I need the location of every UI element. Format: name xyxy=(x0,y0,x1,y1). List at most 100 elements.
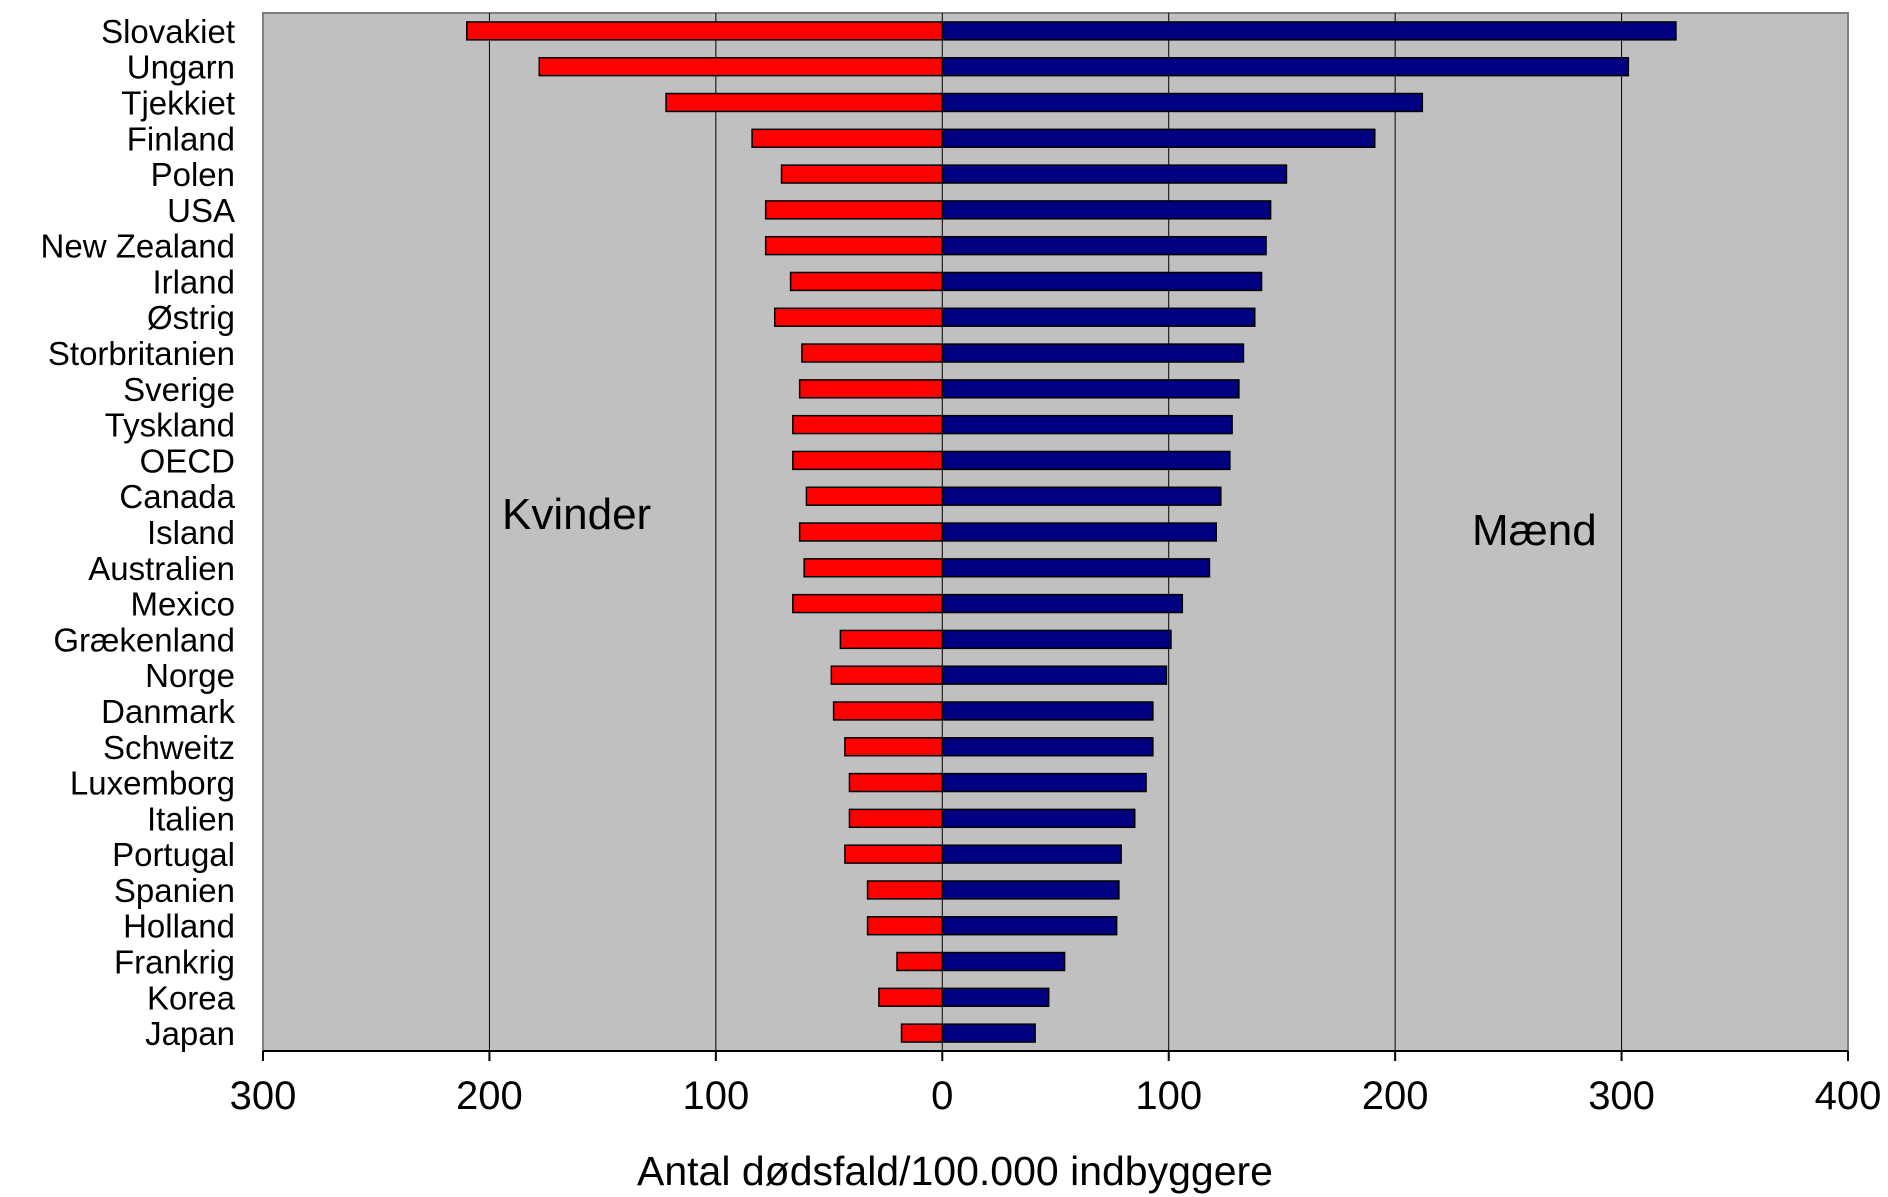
bar-maend-17 xyxy=(941,629,1172,650)
bar-kvinder-21 xyxy=(848,772,944,793)
bar-kvinder-1 xyxy=(538,56,944,77)
bar-maend-4 xyxy=(941,164,1288,184)
category-label-19: Danmark xyxy=(101,693,235,730)
bar-kvinder-2 xyxy=(665,92,944,113)
gridlines xyxy=(488,13,1623,1051)
x-tick-label-7: 400 xyxy=(1815,1074,1882,1118)
category-label-26: Frankrig xyxy=(114,944,235,981)
bar-maend-11 xyxy=(941,414,1233,435)
category-label-4: Polen xyxy=(151,156,235,193)
bars xyxy=(466,21,1677,1043)
x-axis-title: Antal dødsfald/100.000 indbyggere xyxy=(637,1148,1273,1194)
bar-maend-9 xyxy=(941,343,1245,363)
annotation-kvinder: Kvinder xyxy=(502,490,651,539)
bar-maend-2 xyxy=(941,92,1424,113)
bar-kvinder-14 xyxy=(798,522,944,542)
bar-kvinder-18 xyxy=(830,665,944,685)
bar-maend-22 xyxy=(941,808,1136,829)
bar-maend-18 xyxy=(941,665,1168,685)
category-label-18: Norge xyxy=(145,657,235,694)
category-label-22: Italien xyxy=(147,800,235,837)
category-label-16: Mexico xyxy=(130,586,235,623)
category-label-17: Grækenland xyxy=(53,621,235,658)
bar-kvinder-5 xyxy=(764,200,944,220)
bar-kvinder-23 xyxy=(844,844,944,864)
bar-kvinder-28 xyxy=(900,1023,944,1043)
category-label-24: Spanien xyxy=(114,872,235,909)
bar-kvinder-26 xyxy=(896,951,944,972)
x-tick-label-1: 200 xyxy=(456,1074,523,1118)
category-label-3: Finland xyxy=(127,120,235,157)
bar-maend-3 xyxy=(941,128,1376,148)
bar-maend-6 xyxy=(941,235,1267,256)
bar-kvinder-24 xyxy=(866,880,944,900)
bar-maend-20 xyxy=(941,737,1154,757)
category-labels: SlovakietUngarnTjekkietFinlandPolenUSANe… xyxy=(41,13,236,1052)
bar-kvinder-17 xyxy=(839,629,944,650)
x-tick-label-2: 100 xyxy=(682,1074,749,1118)
bar-kvinder-22 xyxy=(848,808,944,829)
x-tick-label-5: 200 xyxy=(1362,1074,1429,1118)
bar-maend-1 xyxy=(941,56,1630,77)
bar-maend-26 xyxy=(941,951,1066,972)
x-tick-label-4: 100 xyxy=(1135,1074,1202,1118)
bar-kvinder-20 xyxy=(844,737,944,757)
bar-maend-8 xyxy=(941,307,1256,327)
bar-kvinder-0 xyxy=(466,21,944,41)
bar-kvinder-15 xyxy=(803,558,944,578)
category-label-15: Australien xyxy=(88,550,235,587)
bar-kvinder-11 xyxy=(792,414,944,435)
category-label-12: OECD xyxy=(140,442,235,479)
category-label-23: Portugal xyxy=(112,836,235,873)
bar-maend-19 xyxy=(941,701,1154,721)
category-label-1: Ungarn xyxy=(127,49,235,86)
bar-maend-23 xyxy=(941,844,1122,864)
category-label-0: Slovakiet xyxy=(101,13,235,50)
category-label-20: Schweitz xyxy=(103,729,235,766)
bar-maend-10 xyxy=(941,379,1240,399)
bar-kvinder-12 xyxy=(792,450,944,471)
category-label-14: Island xyxy=(147,514,235,551)
x-tick-label-6: 300 xyxy=(1588,1074,1655,1118)
bar-kvinder-8 xyxy=(773,307,944,327)
bar-kvinder-9 xyxy=(801,343,944,363)
x-tick-label-3: 0 xyxy=(931,1074,953,1118)
category-label-6: New Zealand xyxy=(41,228,235,265)
bar-kvinder-25 xyxy=(866,916,944,936)
category-label-9: Storbritanien xyxy=(48,335,235,372)
bar-maend-28 xyxy=(941,1023,1036,1043)
bar-kvinder-6 xyxy=(764,235,944,256)
category-label-2: Tjekkiet xyxy=(121,84,235,121)
category-label-28: Japan xyxy=(145,1015,235,1052)
bar-kvinder-13 xyxy=(805,486,944,506)
bar-kvinder-19 xyxy=(832,701,944,721)
category-label-13: Canada xyxy=(119,478,235,515)
x-ticks: 300 200 100 0 100 200 300 400 xyxy=(230,1051,1882,1118)
bar-kvinder-10 xyxy=(798,379,944,399)
bar-maend-16 xyxy=(941,593,1184,614)
bar-maend-14 xyxy=(941,522,1218,542)
bar-maend-15 xyxy=(941,558,1211,578)
bar-kvinder-27 xyxy=(878,987,944,1008)
category-label-7: Irland xyxy=(152,263,235,300)
bar-maend-5 xyxy=(941,200,1272,220)
category-label-10: Sverige xyxy=(123,371,235,408)
category-label-8: Østrig xyxy=(147,299,235,336)
bar-maend-25 xyxy=(941,916,1118,936)
bar-maend-0 xyxy=(941,21,1677,41)
bar-maend-7 xyxy=(941,271,1263,292)
bar-kvinder-3 xyxy=(751,128,944,148)
bar-kvinder-4 xyxy=(780,164,944,184)
bar-maend-24 xyxy=(941,880,1120,900)
category-label-25: Holland xyxy=(123,908,235,945)
x-tick-label-0: 300 xyxy=(230,1074,297,1118)
annotation-maend: Mænd xyxy=(1472,506,1597,555)
bar-kvinder-16 xyxy=(792,593,944,614)
bar-maend-27 xyxy=(941,987,1050,1008)
bar-maend-21 xyxy=(941,772,1147,793)
category-label-27: Korea xyxy=(147,979,236,1016)
category-label-11: Tyskland xyxy=(105,407,235,444)
bar-maend-13 xyxy=(941,486,1222,506)
category-label-21: Luxemborg xyxy=(70,765,235,802)
